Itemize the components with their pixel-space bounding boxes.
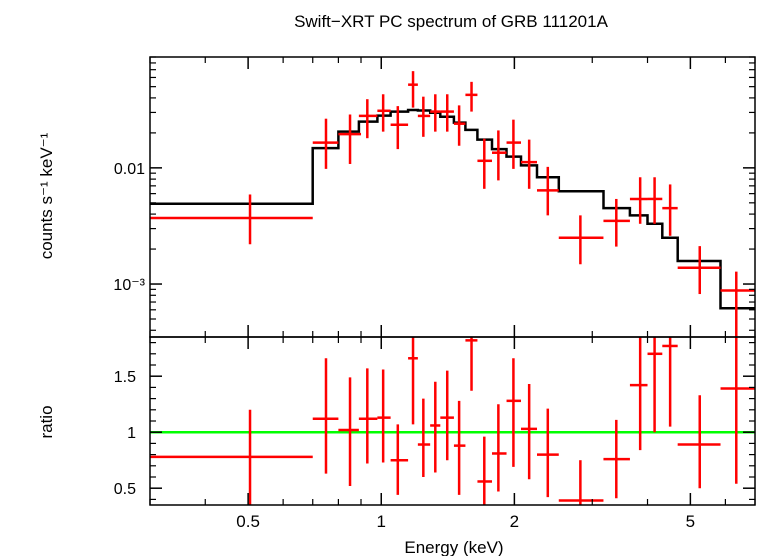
top-y-tick-label: 10⁻³ bbox=[113, 277, 145, 294]
spectrum-point-2 bbox=[312, 118, 339, 169]
spectrum-point-17 bbox=[537, 166, 559, 216]
ratio-point-22 bbox=[662, 337, 678, 427]
spectrum-point-6 bbox=[390, 106, 409, 150]
spectrum-point-9 bbox=[430, 94, 441, 132]
spectrum-point-23 bbox=[677, 246, 721, 295]
x-tick-label: 2 bbox=[510, 512, 519, 531]
spectrum-point-14 bbox=[491, 130, 507, 181]
bottom-y-axis-label: ratio bbox=[37, 405, 56, 438]
spectrum-point-7 bbox=[408, 71, 418, 108]
x-axis-label: Energy (keV) bbox=[404, 538, 503, 556]
ratio-point-11 bbox=[453, 400, 466, 495]
spectrum-point-12 bbox=[465, 81, 478, 112]
spectrum-point-3 bbox=[338, 114, 362, 164]
model-layer bbox=[150, 108, 755, 310]
spectrum-point-18 bbox=[558, 215, 604, 265]
spectrum-point-24 bbox=[720, 271, 755, 337]
ratio-point-16 bbox=[520, 384, 538, 480]
x-tick-label: 0.5 bbox=[236, 512, 260, 531]
spectrum-point-15 bbox=[506, 119, 521, 169]
spectrum-point-20 bbox=[629, 177, 648, 224]
model-step-line bbox=[150, 108, 755, 310]
ratio-point-2 bbox=[312, 358, 339, 474]
spectrum-point-10 bbox=[440, 94, 454, 132]
ratio-point-7 bbox=[408, 337, 418, 425]
bottom-y-tick-label: 1 bbox=[127, 425, 136, 442]
spectrum-point-19 bbox=[603, 198, 630, 247]
ratio-point-1 bbox=[150, 409, 313, 505]
spectrum-point-8 bbox=[417, 96, 431, 137]
spectrum-point-11 bbox=[453, 105, 466, 146]
ratio-point-24 bbox=[720, 337, 755, 484]
spectrum-point-21 bbox=[647, 177, 663, 224]
bottom-panel-frame bbox=[149, 336, 756, 506]
chart-title: Swift−XRT PC spectrum of GRB 111201A bbox=[294, 12, 609, 31]
ratio-point-23 bbox=[677, 395, 721, 489]
ratio-point-14 bbox=[491, 404, 507, 492]
ratio-point-8 bbox=[417, 398, 431, 477]
ratio-point-17 bbox=[537, 408, 559, 498]
data-layer bbox=[150, 71, 755, 505]
spectrum-point-13 bbox=[477, 138, 492, 189]
top-y-axis-label: counts s⁻¹ keV⁻¹ bbox=[37, 132, 56, 259]
bottom-y-tick-label: 0.5 bbox=[114, 481, 136, 498]
ratio-point-21 bbox=[647, 337, 663, 433]
top-y-tick-label: 0.01 bbox=[114, 161, 145, 178]
x-tick-label: 5 bbox=[686, 512, 695, 531]
spectrum-point-22 bbox=[662, 184, 678, 236]
ratio-point-10 bbox=[440, 370, 454, 461]
ratio-point-19 bbox=[603, 419, 630, 499]
axes-layer: 0.5 1 2 5 0.01 10⁻³ 0.5 1 1.5 bbox=[113, 56, 756, 531]
ratio-point-12 bbox=[465, 337, 478, 391]
spectrum-point-4 bbox=[358, 99, 378, 139]
spectrum-point-16 bbox=[520, 139, 538, 189]
top-panel-frame bbox=[149, 56, 756, 338]
spectrum-point-1 bbox=[150, 194, 313, 245]
ratio-point-9 bbox=[430, 381, 441, 473]
ratio-point-15 bbox=[506, 358, 521, 467]
ratio-point-3 bbox=[338, 377, 359, 486]
ratio-point-18 bbox=[558, 460, 604, 505]
spectrum-point-5 bbox=[377, 94, 391, 132]
ratio-point-4 bbox=[358, 368, 378, 464]
ratio-point-6 bbox=[390, 424, 409, 495]
bottom-y-tick-label: 1.5 bbox=[114, 369, 136, 386]
ratio-point-13 bbox=[477, 436, 492, 505]
ratio-point-5 bbox=[377, 369, 391, 463]
ratio-point-20 bbox=[629, 337, 648, 451]
x-tick-label: 1 bbox=[377, 512, 386, 531]
